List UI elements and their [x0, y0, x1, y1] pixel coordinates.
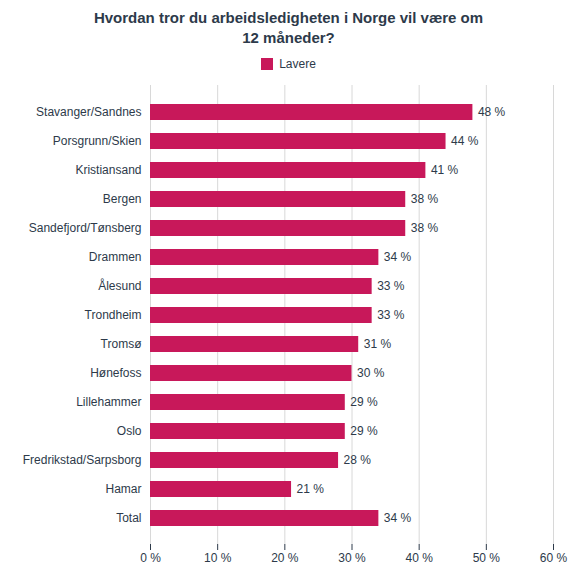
svg-text:33 %: 33 %	[377, 308, 405, 322]
svg-text:48 %: 48 %	[478, 105, 506, 119]
svg-text:0 %: 0 %	[140, 551, 161, 565]
svg-text:Stavanger/Sandnes: Stavanger/Sandnes	[36, 105, 141, 119]
svg-text:40 %: 40 %	[405, 551, 433, 565]
svg-text:Bergen: Bergen	[103, 192, 142, 206]
svg-text:29 %: 29 %	[350, 395, 378, 409]
svg-text:Porsgrunn/Skien: Porsgrunn/Skien	[53, 134, 142, 148]
svg-text:34 %: 34 %	[384, 250, 412, 264]
svg-text:20 %: 20 %	[271, 551, 299, 565]
svg-text:Sandefjord/Tønsberg: Sandefjord/Tønsberg	[29, 221, 142, 235]
svg-text:Oslo: Oslo	[117, 424, 142, 438]
svg-text:Hønefoss: Hønefoss	[90, 366, 141, 380]
svg-text:44 %: 44 %	[451, 134, 479, 148]
svg-text:Ålesund: Ålesund	[98, 278, 141, 293]
svg-text:Drammen: Drammen	[89, 250, 142, 264]
svg-text:10 %: 10 %	[204, 551, 232, 565]
svg-text:31 %: 31 %	[364, 337, 392, 351]
svg-text:Hamar: Hamar	[105, 482, 141, 496]
svg-text:Kristiansand: Kristiansand	[75, 163, 141, 177]
svg-text:30 %: 30 %	[357, 366, 385, 380]
svg-text:50 %: 50 %	[473, 551, 501, 565]
html-text:Lavere: Lavere	[279, 56, 316, 71]
svg-text:34 %: 34 %	[384, 511, 412, 525]
svg-text:30 %: 30 %	[338, 551, 366, 565]
html-text:Hvordan tror du arbeidsledighe: Hvordan tror du arbeidsledigheten i Norg…	[93, 9, 484, 47]
svg-text:41 %: 41 %	[431, 163, 459, 177]
svg-text:28 %: 28 %	[344, 453, 372, 467]
svg-text:38 %: 38 %	[411, 221, 439, 235]
svg-text:Tromsø: Tromsø	[101, 337, 143, 351]
svg-text:33 %: 33 %	[377, 279, 405, 293]
svg-text:21 %: 21 %	[297, 482, 325, 496]
svg-text:Fredrikstad/Sarpsborg: Fredrikstad/Sarpsborg	[23, 453, 142, 467]
svg-text:Lillehammer: Lillehammer	[76, 395, 141, 409]
svg-text:Total: Total	[116, 511, 141, 525]
svg-text:60 %: 60 %	[540, 551, 568, 565]
svg-text:29 %: 29 %	[350, 424, 378, 438]
svg-text:38 %: 38 %	[411, 192, 439, 206]
svg-text:Trondheim: Trondheim	[85, 308, 142, 322]
